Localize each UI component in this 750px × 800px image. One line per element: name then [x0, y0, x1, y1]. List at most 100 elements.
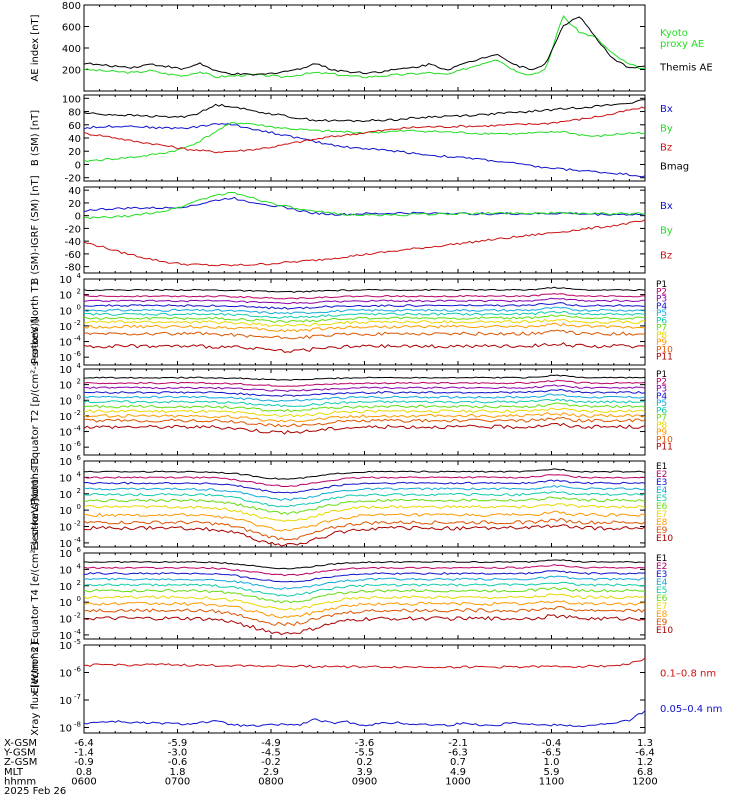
series-line-by: [83, 121, 646, 163]
plot-frame: [83, 552, 646, 640]
series-line-0-1-0-8-nm: [83, 657, 646, 669]
channel-line-p4: [83, 302, 646, 310]
footer-value: -0.2: [261, 757, 281, 768]
footer-value: 5.9: [544, 767, 560, 778]
channel-legend-p9: P9: [656, 338, 667, 348]
y-tick-label: 10: [59, 473, 72, 484]
footer-row-label: hhmm: [4, 776, 36, 787]
y-tick-label: 10: [59, 353, 72, 364]
footer-value: -5.9: [168, 738, 188, 749]
legend-bz: Bz: [660, 142, 672, 153]
channel-legend-p10: P10: [656, 435, 673, 445]
channel-legend-p6: P6: [656, 316, 667, 326]
series-line-bmag: [83, 99, 646, 123]
channel-line-e6: [83, 586, 646, 604]
legend-themis-ae: Themis AE: [659, 62, 713, 73]
y-tick-exponent: 2: [77, 487, 81, 495]
channel-legend-e3: E3: [656, 570, 667, 580]
channel-legend-p1: P1: [656, 370, 667, 380]
footer-value: -4.5: [261, 748, 281, 759]
footer-value: 1200: [632, 776, 657, 787]
y-tick-label: 80: [68, 108, 81, 119]
footer-row-label: X-GSM: [4, 738, 37, 749]
y-tick-label: 60: [68, 121, 81, 132]
y-tick-exponent: 6: [77, 454, 82, 462]
channel-legend-e8: E8: [656, 518, 668, 528]
channel-line-e2: [83, 474, 646, 488]
channel-legend-e3: E3: [656, 478, 667, 488]
footer-value: 0.8: [76, 767, 92, 778]
series-line-bz: [83, 106, 646, 154]
footer-value: -6.5: [542, 748, 562, 759]
y-tick-label: 20: [68, 199, 81, 210]
channel-legend-e5: E5: [656, 494, 667, 504]
y-tick-exponent: 0: [77, 503, 81, 511]
footer-value: -0.6: [168, 757, 188, 768]
channel-legend-e9: E9: [656, 618, 668, 628]
y-tick-label: -60: [65, 250, 81, 261]
y-tick-label: -80: [65, 263, 81, 274]
y-tick-label: 10: [59, 396, 72, 407]
channel-line-p7: [83, 402, 646, 413]
y-tick-label: 10: [59, 669, 72, 680]
footer-value: 1100: [539, 776, 564, 787]
footer-value: 0700: [165, 776, 190, 787]
channel-legend-p4: P4: [656, 392, 667, 402]
legend-bx: Bx: [660, 201, 673, 212]
y-tick-exponent: -5: [74, 638, 81, 646]
channel-line-e2: [83, 564, 645, 577]
channel-line-e7: [83, 593, 646, 611]
y-tick-exponent: -6: [74, 440, 82, 448]
series-line-bz: [83, 219, 646, 267]
y-tick-label: 600: [62, 23, 81, 34]
channel-legend-e1: E1: [656, 462, 667, 472]
channel-line-p8: [83, 318, 646, 328]
legend-kyoto-proxy-ae: Kyoto: [660, 28, 688, 39]
y-tick-exponent: 2: [77, 378, 81, 386]
footer-value: -4.9: [261, 738, 281, 749]
y-tick-label: -40: [65, 237, 81, 248]
channel-line-e3: [83, 479, 646, 494]
channel-line-p11: [83, 342, 646, 353]
channel-line-p9: [83, 322, 646, 333]
channel-line-p5: [83, 393, 646, 402]
y-tick-label: 10: [59, 724, 72, 735]
channel-line-p1: [83, 374, 646, 381]
channel-legend-e4: E4: [656, 486, 668, 496]
channel-line-p3: [83, 297, 645, 305]
footer-value: 6.8: [637, 767, 653, 778]
y-tick-label: 10: [59, 696, 72, 707]
legend-bz: Bz: [660, 250, 672, 261]
channel-line-p9: [83, 412, 646, 423]
channel-legend-p4: P4: [656, 302, 667, 312]
y-tick-label: 10: [59, 412, 72, 423]
y-tick-label: 10: [59, 598, 72, 609]
channel-legend-e8: E8: [656, 610, 668, 620]
y-tick-exponent: -2: [74, 520, 81, 528]
channel-line-e4: [83, 484, 646, 501]
footer-value: 0900: [352, 776, 377, 787]
channel-legend-p1: P1: [656, 280, 667, 290]
y-tick-label: -20: [65, 224, 81, 235]
channel-legend-e1: E1: [656, 554, 667, 564]
y-tick-label: 10: [59, 365, 72, 376]
channel-legend-e7: E7: [656, 602, 667, 612]
legend-0-05-0-4-nm: 0.05–0.4 nm: [660, 704, 722, 715]
y-tick-label: 10: [59, 565, 72, 576]
footer-value: -6.4: [74, 738, 94, 749]
channel-legend-p11: P11: [656, 353, 673, 363]
channel-legend-e5: E5: [656, 586, 667, 596]
channel-legend-e10: E10: [656, 626, 673, 636]
y-axis-label: Protons Equator T2 [p/(cm²-s-sr-keV)]: [30, 319, 41, 506]
channel-line-p3: [83, 384, 646, 393]
channel-line-p11: [83, 422, 646, 435]
y-tick-label: 10: [59, 275, 72, 286]
footer-value: -3.6: [355, 738, 375, 749]
channel-legend-p3: P3: [656, 295, 667, 305]
channel-line-e8: [83, 510, 646, 532]
channel-legend-p6: P6: [656, 406, 667, 416]
